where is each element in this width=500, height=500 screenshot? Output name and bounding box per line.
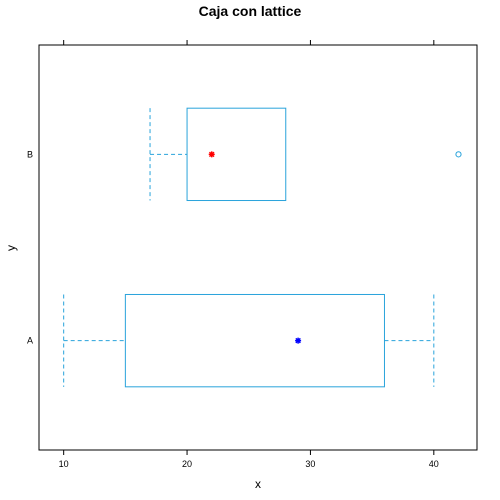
y-axis-label: y [4, 245, 18, 251]
axis-ticks: 10 20 30 40 A B [27, 40, 439, 469]
box-rect-B [186, 107, 287, 202]
mean-point-A [295, 337, 302, 344]
y-tick-label-B: B [27, 149, 33, 159]
y-tick-label-A: A [27, 336, 33, 346]
x-tick-label-20: 20 [182, 459, 192, 469]
box-A [63, 293, 435, 388]
mean-point-B [208, 151, 215, 158]
box-rect-A [124, 293, 385, 388]
boxes-layer [63, 107, 462, 388]
chart-title: Caja con lattice [199, 3, 302, 19]
box-B [149, 107, 462, 202]
plot-frame [38, 44, 478, 451]
x-axis-label: x [255, 477, 261, 491]
outlier-B-0 [455, 151, 462, 158]
x-tick-label-10: 10 [59, 459, 69, 469]
x-tick-label-30: 30 [305, 459, 315, 469]
x-tick-label-40: 40 [429, 459, 439, 469]
